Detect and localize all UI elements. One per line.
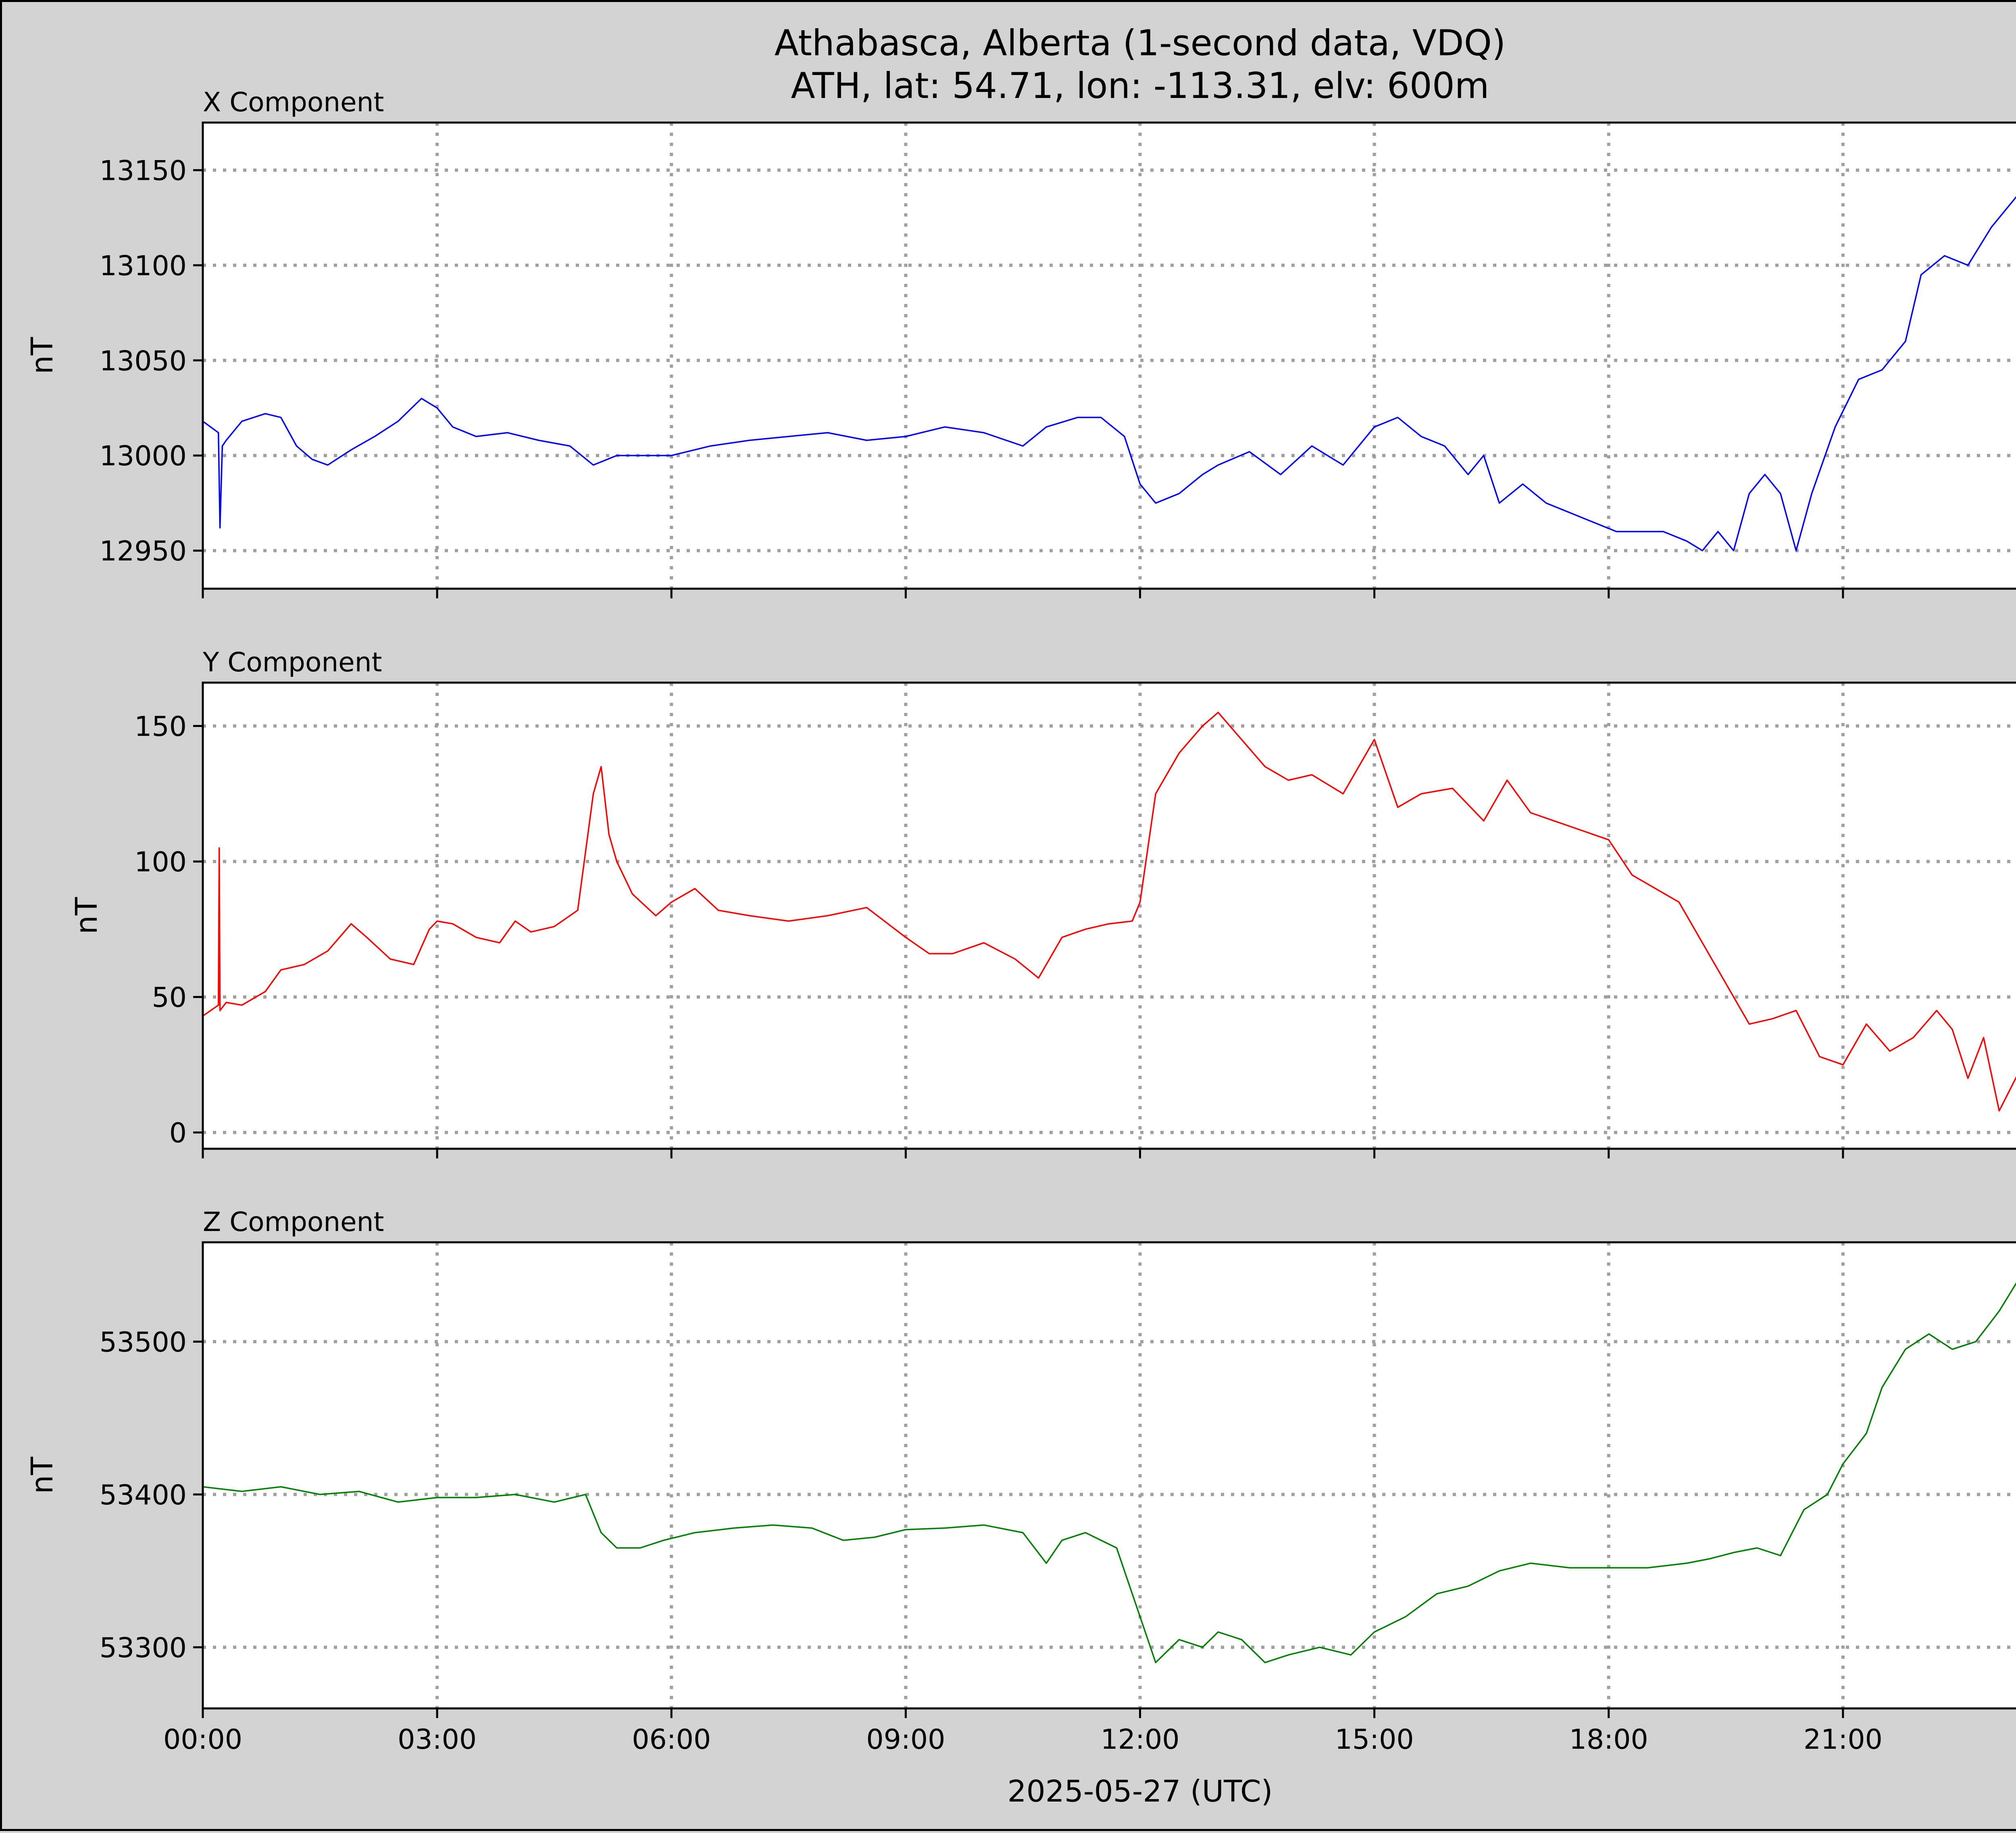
panel-1-y-axis-label: nT	[25, 337, 60, 374]
chart-title: Athabasca, Alberta (1-second data, VDQ)	[775, 22, 1506, 64]
x-tick-label: 09:00	[866, 1724, 945, 1756]
chart-subtitle: ATH, lat: 54.71, lon: -113.31, elv: 600m	[791, 65, 1489, 106]
panel-2-y-axis-label: nT	[69, 897, 104, 934]
panel-1-series-line	[202, 196, 2016, 552]
panel-1-y-tick-label: 13100	[100, 250, 187, 282]
x-axis-label: 2025-05-27 (UTC)	[1007, 1774, 1272, 1809]
panel-2-series-line	[202, 712, 2016, 1112]
panel-2-title: Y Component	[202, 647, 382, 678]
panel-1-y-tick-label: 13050	[100, 345, 187, 377]
panel-1-y-tick-label: 13000	[100, 440, 187, 472]
panel-1-title: X Component	[203, 87, 384, 118]
panel-3-axes-frame	[202, 1241, 2016, 1710]
x-tick-label: 12:00	[1101, 1724, 1180, 1756]
x-tick-label: 06:00	[632, 1724, 711, 1756]
x-tick-label: 15:00	[1335, 1724, 1414, 1756]
panel-3-plot-area	[203, 1242, 2016, 1708]
panel-2-y-tick-label: 150	[134, 711, 187, 743]
x-tick-label: 03:00	[398, 1724, 477, 1756]
x-tick-label: 00:00	[163, 1724, 242, 1756]
panel-1-y-tick-label: 13150	[100, 155, 187, 187]
panel-2-y-tick-label: 100	[134, 846, 187, 878]
panel-1-axes-frame	[202, 121, 2016, 590]
panel-3-title: Z Component	[203, 1206, 384, 1237]
panel-1-plot-area	[203, 123, 2016, 589]
panel-3-y-tick-label: 53300	[100, 1632, 187, 1664]
panel-3-y-tick-label: 53400	[100, 1479, 187, 1511]
panel-2-y-tick-label: 50	[152, 982, 187, 1014]
x-tick-label: 21:00	[1804, 1724, 1883, 1756]
panel-2-axes-frame	[202, 681, 2016, 1150]
x-tick-label: 18:00	[1569, 1724, 1648, 1756]
panel-1-y-tick-label: 12950	[100, 535, 187, 567]
panel-3-series-line	[202, 1282, 2016, 1664]
panel-2-y-tick-label: 0	[169, 1117, 187, 1149]
panel-3-y-axis-label: nT	[25, 1456, 60, 1494]
panel-2-plot-area	[203, 683, 2016, 1149]
panel-3-y-tick-label: 53500	[100, 1327, 187, 1358]
